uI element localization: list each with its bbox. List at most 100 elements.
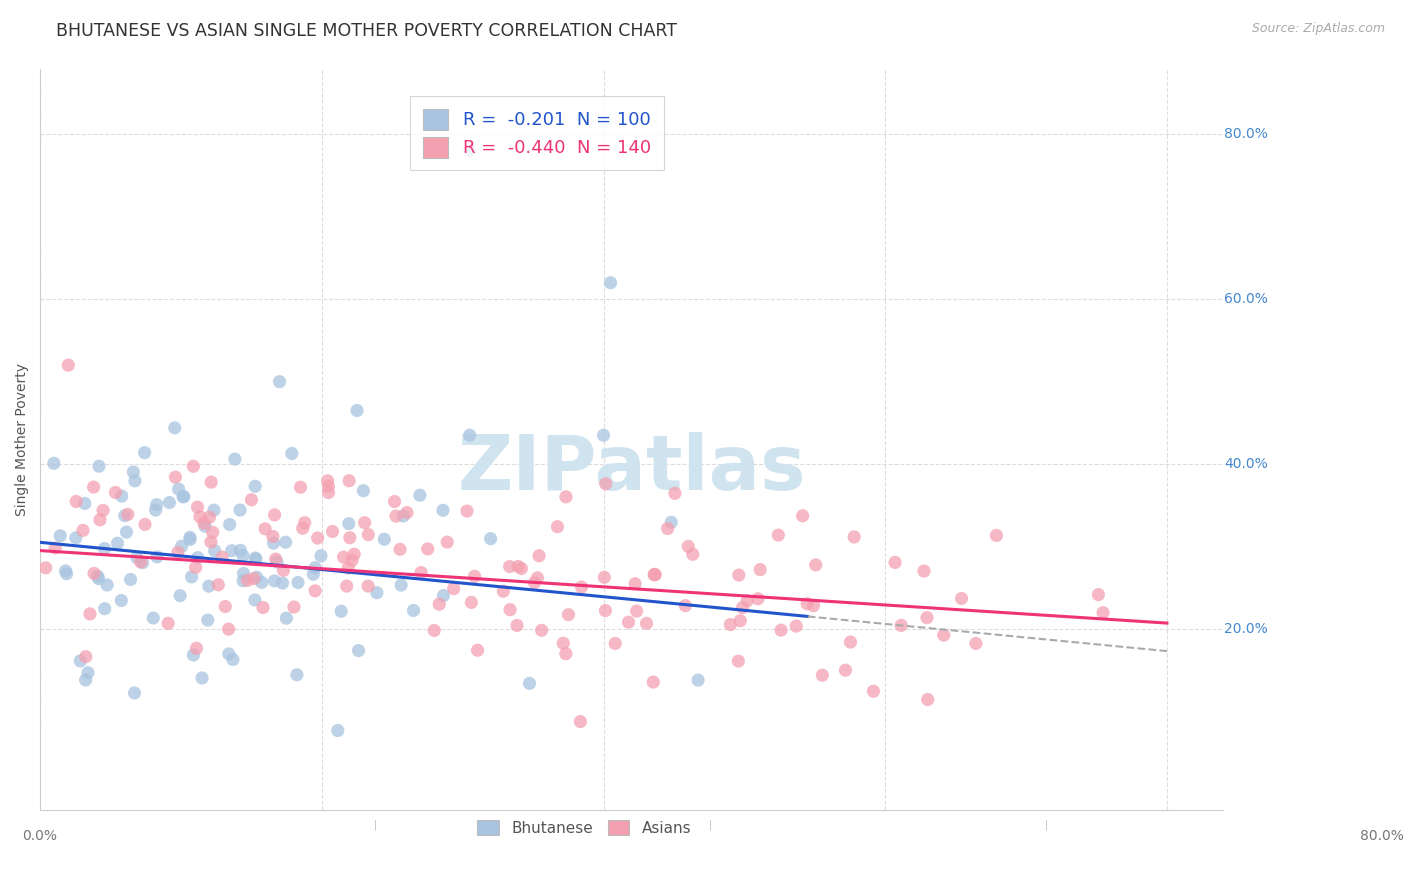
Point: [262, 529, 284, 543]
Point: [499, 602, 522, 616]
Point: [124, 474, 146, 488]
Point: [165, 470, 187, 484]
Point: [93, 601, 115, 615]
Point: [131, 556, 153, 570]
Point: [283, 600, 305, 615]
Point: [211, 550, 233, 565]
Point: [218, 622, 240, 636]
Point: [269, 375, 291, 389]
Point: [173, 490, 195, 504]
Text: 0.0%: 0.0%: [22, 829, 58, 843]
Point: [519, 676, 541, 690]
Point: [232, 566, 254, 581]
Point: [432, 503, 454, 517]
Point: [409, 488, 432, 502]
Point: [273, 563, 295, 577]
Point: [498, 559, 520, 574]
Point: [571, 580, 593, 594]
Point: [104, 485, 127, 500]
Point: [464, 569, 486, 583]
Point: [389, 578, 412, 592]
Point: [42, 456, 65, 470]
Point: [318, 479, 340, 493]
Point: [224, 452, 246, 467]
Point: [343, 547, 366, 561]
Point: [402, 603, 425, 617]
Point: [115, 525, 138, 540]
Point: [183, 648, 205, 662]
Point: [803, 599, 825, 613]
Point: [232, 549, 254, 563]
Point: [191, 671, 214, 685]
Point: [508, 559, 530, 574]
Point: [163, 421, 186, 435]
Point: [510, 561, 533, 575]
Point: [373, 533, 395, 547]
Y-axis label: Single Mother Poverty: Single Mother Poverty: [15, 363, 30, 516]
Point: [44, 541, 66, 555]
Point: [553, 636, 575, 650]
Point: [243, 479, 266, 493]
Point: [236, 574, 259, 588]
Point: [727, 654, 749, 668]
Point: [198, 579, 221, 593]
Point: [110, 593, 132, 607]
Point: [198, 510, 221, 524]
Point: [294, 516, 316, 530]
Point: [884, 556, 907, 570]
Point: [678, 540, 700, 554]
Point: [337, 474, 360, 488]
Point: [200, 475, 222, 489]
Point: [263, 508, 285, 522]
Point: [730, 614, 752, 628]
Point: [167, 482, 190, 496]
Point: [569, 714, 592, 729]
Point: [657, 522, 679, 536]
Point: [347, 643, 370, 657]
Text: 60.0%: 60.0%: [1225, 293, 1268, 306]
Text: |: |: [374, 819, 377, 830]
Point: [222, 652, 245, 666]
Point: [263, 574, 285, 588]
Point: [427, 597, 450, 611]
Point: [186, 641, 208, 656]
Point: [688, 673, 710, 687]
Point: [409, 566, 432, 580]
Point: [389, 542, 412, 557]
Point: [718, 617, 741, 632]
Point: [246, 570, 269, 584]
Point: [965, 636, 987, 650]
Point: [932, 628, 955, 642]
Text: 40.0%: 40.0%: [1225, 457, 1268, 471]
Point: [229, 543, 252, 558]
Point: [912, 564, 935, 578]
Point: [245, 552, 267, 566]
Point: [593, 570, 616, 584]
Point: [120, 573, 142, 587]
Point: [197, 613, 219, 627]
Point: [432, 589, 454, 603]
Point: [332, 550, 354, 565]
Point: [862, 684, 884, 698]
Point: [523, 575, 546, 590]
Point: [201, 525, 224, 540]
Point: [673, 599, 696, 613]
Point: [276, 611, 298, 625]
Point: [527, 549, 550, 563]
Point: [915, 610, 938, 624]
Point: [392, 508, 415, 523]
Point: [194, 519, 217, 533]
Point: [785, 619, 807, 633]
Point: [346, 403, 368, 417]
Point: [169, 589, 191, 603]
Point: [643, 675, 665, 690]
Point: [183, 459, 205, 474]
Point: [768, 528, 790, 542]
Legend: Bhutanese, Asians: Bhutanese, Asians: [470, 812, 699, 843]
Point: [285, 667, 308, 681]
Point: [91, 503, 114, 517]
Text: ZIPatlas: ZIPatlas: [457, 432, 806, 506]
Point: [659, 516, 682, 530]
Point: [506, 618, 529, 632]
Point: [187, 550, 209, 565]
